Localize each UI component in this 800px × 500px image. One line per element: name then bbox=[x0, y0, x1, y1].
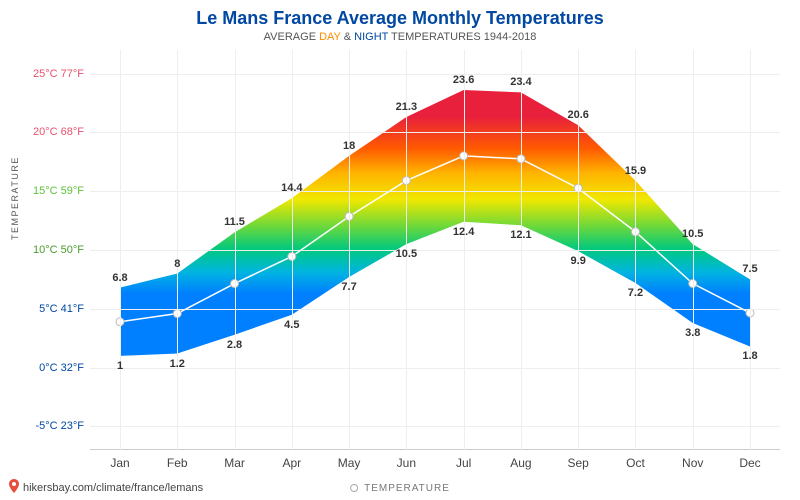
x-tick-label: May bbox=[338, 450, 361, 470]
day-temp-label: 8 bbox=[174, 258, 180, 270]
gridline-v bbox=[693, 50, 694, 450]
y-tick-label: 25°C 77°F bbox=[33, 68, 90, 80]
day-temp-label: 23.4 bbox=[510, 76, 531, 88]
night-temp-label: 1.2 bbox=[170, 358, 185, 370]
gridline-h bbox=[90, 132, 780, 133]
x-tick-label: Sep bbox=[567, 450, 588, 470]
gridline-v bbox=[120, 50, 121, 450]
subtitle-day: DAY bbox=[319, 31, 341, 43]
day-temp-label: 6.8 bbox=[112, 272, 127, 284]
footer-url: hikersbay.com/climate/france/lemans bbox=[23, 482, 203, 494]
y-tick-label: 0°C 32°F bbox=[39, 362, 90, 374]
x-tick-label: Apr bbox=[282, 450, 301, 470]
day-temp-label: 15.9 bbox=[625, 165, 646, 177]
day-temp-label: 10.5 bbox=[682, 228, 703, 240]
day-temp-label: 21.3 bbox=[396, 101, 417, 113]
x-tick-label: Jul bbox=[456, 450, 471, 470]
subtitle-night: NIGHT bbox=[354, 31, 388, 43]
gridline-h bbox=[90, 191, 780, 192]
day-temp-label: 20.6 bbox=[567, 109, 588, 121]
gridline-h bbox=[90, 426, 780, 427]
gridline-v bbox=[635, 50, 636, 450]
x-tick-label: Jan bbox=[110, 450, 129, 470]
chart-title: Le Mans France Average Monthly Temperatu… bbox=[0, 0, 800, 29]
day-temp-label: 11.5 bbox=[224, 216, 245, 228]
day-temp-label: 7.5 bbox=[742, 263, 757, 275]
x-tick-label: Dec bbox=[739, 450, 760, 470]
day-temp-label: 23.6 bbox=[453, 74, 474, 86]
night-temp-label: 7.2 bbox=[628, 287, 643, 299]
night-temp-label: 1.8 bbox=[742, 350, 757, 362]
pin-icon bbox=[8, 479, 20, 496]
plot-area: -5°C 23°F0°C 32°F5°C 41°F10°C 50°F15°C 5… bbox=[90, 50, 780, 450]
chart-container: Le Mans France Average Monthly Temperatu… bbox=[0, 0, 800, 500]
day-temp-label: 18 bbox=[343, 140, 355, 152]
night-temp-label: 9.9 bbox=[571, 255, 586, 267]
y-axis-label: TEMPERATURE bbox=[10, 156, 20, 240]
y-tick-label: 15°C 59°F bbox=[33, 185, 90, 197]
footer: hikersbay.com/climate/france/lemans bbox=[8, 477, 203, 494]
legend-label: TEMPERATURE bbox=[364, 483, 450, 494]
night-temp-label: 12.4 bbox=[453, 226, 474, 238]
legend-marker-icon bbox=[350, 484, 358, 492]
subtitle-amp: & bbox=[341, 31, 354, 43]
temperature-area bbox=[120, 90, 750, 356]
subtitle-suffix: TEMPERATURES 1944-2018 bbox=[388, 31, 536, 43]
gridline-v bbox=[349, 50, 350, 450]
gridline-h bbox=[90, 250, 780, 251]
y-tick-label: -5°C 23°F bbox=[35, 420, 90, 432]
subtitle-prefix: AVERAGE bbox=[264, 31, 319, 43]
night-temp-label: 7.7 bbox=[341, 281, 356, 293]
day-temp-label: 14.4 bbox=[281, 182, 302, 194]
y-tick-label: 5°C 41°F bbox=[39, 303, 90, 315]
night-temp-label: 2.8 bbox=[227, 339, 242, 351]
night-temp-label: 1 bbox=[117, 360, 123, 372]
chart-subtitle: AVERAGE DAY & NIGHT TEMPERATURES 1944-20… bbox=[0, 29, 800, 43]
x-tick-label: Nov bbox=[682, 450, 703, 470]
night-temp-label: 12.1 bbox=[510, 229, 531, 241]
gridline-h bbox=[90, 368, 780, 369]
x-tick-label: Jun bbox=[397, 450, 416, 470]
x-tick-label: Aug bbox=[510, 450, 531, 470]
legend: TEMPERATURE bbox=[350, 483, 450, 494]
gridline-h bbox=[90, 309, 780, 310]
x-tick-label: Mar bbox=[224, 450, 245, 470]
night-temp-label: 10.5 bbox=[396, 248, 417, 260]
gridline-v bbox=[235, 50, 236, 450]
y-tick-label: 10°C 50°F bbox=[33, 244, 90, 256]
gridline-v bbox=[177, 50, 178, 450]
gridline-v bbox=[292, 50, 293, 450]
night-temp-label: 3.8 bbox=[685, 327, 700, 339]
gridline-v bbox=[750, 50, 751, 450]
gridline-v bbox=[464, 50, 465, 450]
night-temp-label: 4.5 bbox=[284, 319, 299, 331]
x-tick-label: Oct bbox=[626, 450, 645, 470]
x-tick-label: Feb bbox=[167, 450, 188, 470]
gridline-h bbox=[90, 74, 780, 75]
y-tick-label: 20°C 68°F bbox=[33, 126, 90, 138]
gridline-v bbox=[521, 50, 522, 450]
